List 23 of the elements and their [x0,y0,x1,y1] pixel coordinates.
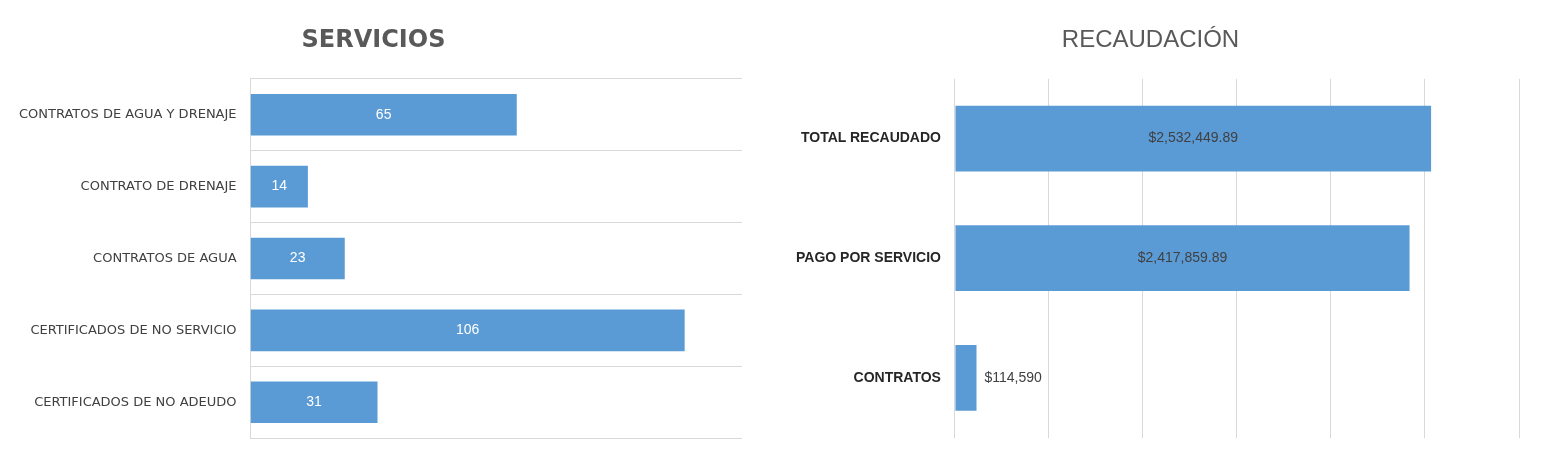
data-label: 31 [306,393,323,410]
chart-title: RECAUDACIÓN [1061,25,1240,53]
y-tick-label: CONTRATOS [853,368,941,385]
y-tick-label: CONTRATO DE DRENAJE [80,177,237,193]
data-label: $114,590 [984,368,1043,385]
data-label: 65 [375,105,392,122]
bar [250,381,378,424]
y-tick-label: CERTIFICADOS DE NO SERVICIO [30,321,237,337]
y-tick-label: PAGO POR SERVICIO [795,249,942,266]
data-label: $2,417,859.89 [1137,249,1228,266]
bar [250,165,308,208]
bar [250,93,517,136]
data-label: $2,532,449.89 [1148,129,1239,146]
y-tick-label: CONTRATOS DE AGUA Y DRENAJE [18,106,237,122]
data-label: 14 [271,177,288,194]
data-label: 23 [289,249,306,266]
y-tick-label: CERTIFICADOS DE NO ADEUDO [34,393,237,409]
y-tick-label: TOTAL RECAUDADO [800,129,942,146]
bar [250,237,345,280]
bar [250,309,685,352]
y-tick-label: CONTRATOS DE AGUA [93,249,237,265]
chart-title: SERVICIOS [301,24,446,53]
data-label: 106 [455,321,480,338]
